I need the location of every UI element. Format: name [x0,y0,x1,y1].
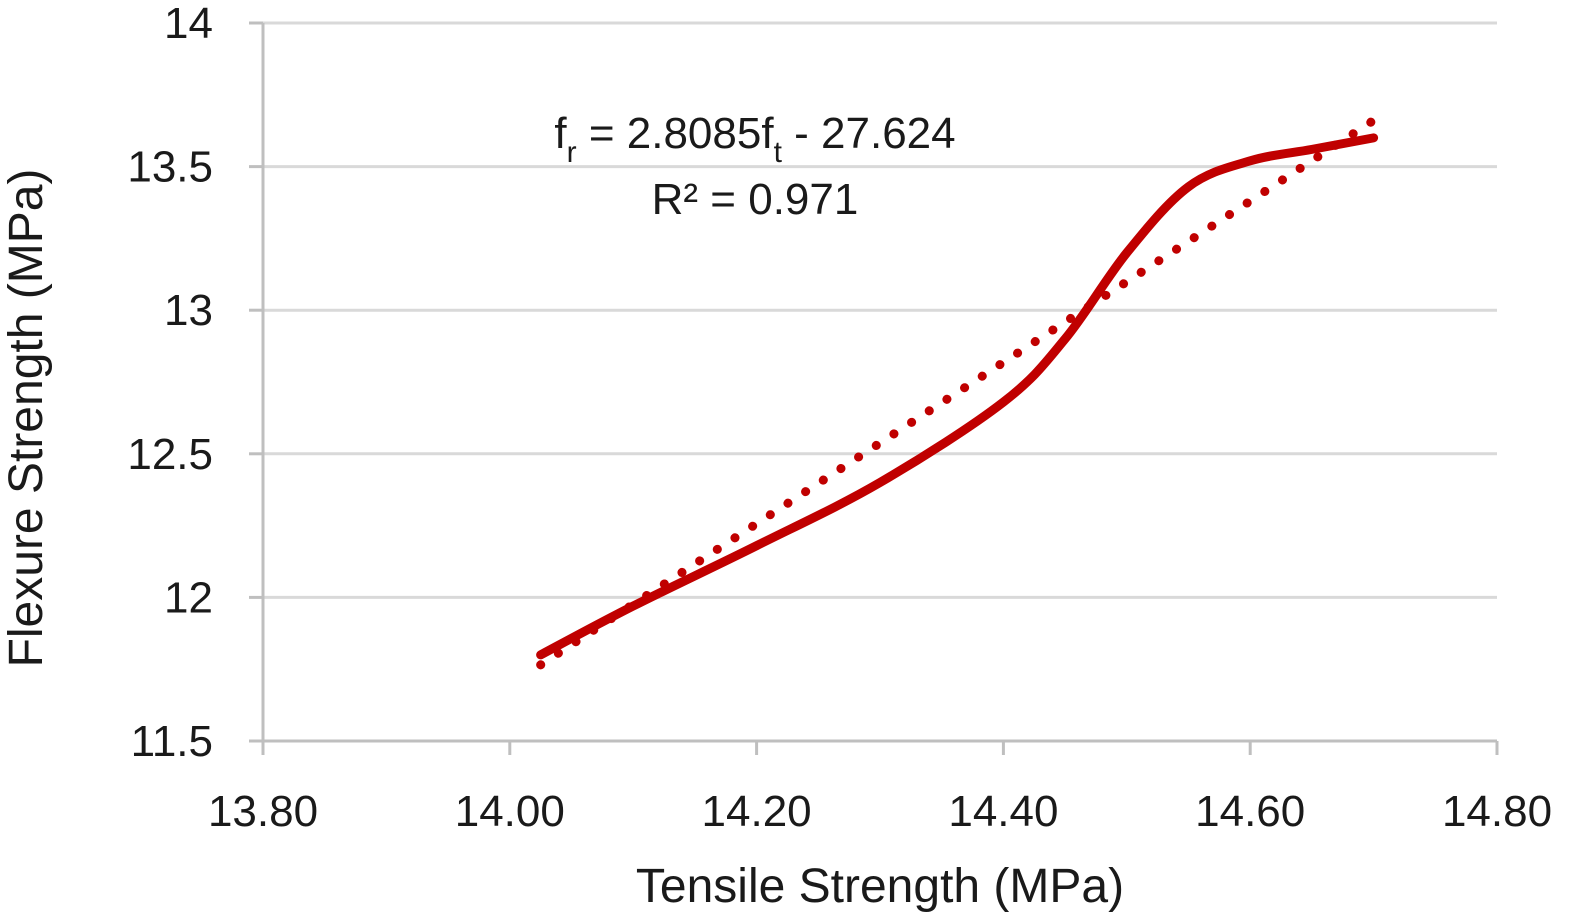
y-tick-label: 14 [164,0,213,48]
eq-mid: = 2.8085f [577,109,775,158]
x-axis-title: Tensile Strength (MPa) [636,860,1124,913]
y-tick-label: 12 [164,573,213,622]
series [536,115,1379,670]
axes [249,21,1499,755]
data-series-line [536,133,1379,660]
x-tick-label: 14.60 [1195,787,1305,836]
gridlines [263,21,1497,599]
eq-sub-t: t [774,136,783,169]
x-tick-label: 14.20 [702,787,812,836]
trendline-dotted [536,115,1379,670]
y-tick-label: 13.5 [127,143,213,192]
eq-tail: - 27.624 [782,109,956,158]
x-tick-label: 13.80 [208,787,318,836]
eq-sub-r: r [567,136,577,169]
y-tick-label: 12.5 [127,430,213,479]
x-tick-label: 14.40 [948,787,1058,836]
x-tick-label: 14.00 [455,787,565,836]
trendline-equation: fr = 2.8085ft - 27.624 [554,109,955,169]
y-axis-title: Flexure Strength (MPa) [0,169,53,668]
y-tick-label: 13 [164,286,213,335]
y-tick-label: 11.5 [131,717,213,766]
tick-labels: 11.5 12 12.5 13 13.5 14 13.80 14.00 14.20 14.40 14… [127,0,1552,836]
r-squared-label: R² = 0.971 [652,175,859,224]
x-tick-label: 14.80 [1442,787,1552,836]
eq-f: f [554,109,567,158]
